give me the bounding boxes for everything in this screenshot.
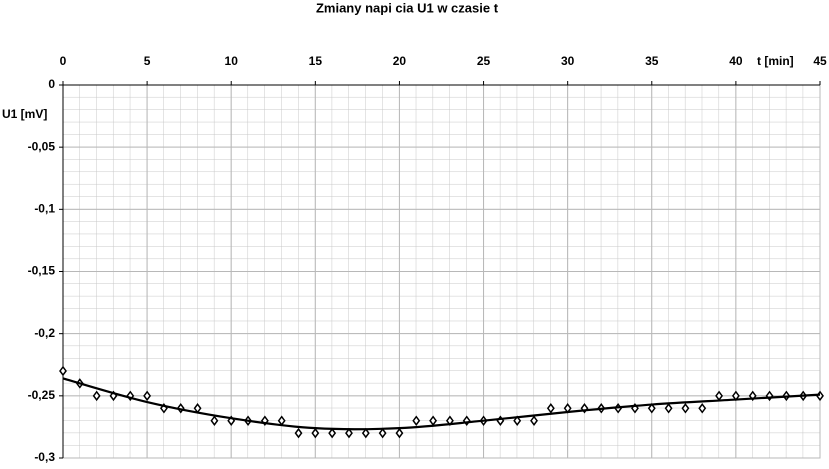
data-point (698, 403, 707, 414)
x-tick-label: 25 (477, 54, 491, 68)
y-tick-label: -0,1 (34, 202, 55, 216)
data-point (546, 403, 555, 414)
data-point (530, 415, 538, 426)
chart-title: Zmiany napi cia U1 w czasie t (316, 0, 499, 15)
x-tick-label: 10 (225, 54, 239, 68)
y-tick-label: -0,25 (28, 388, 56, 402)
x-tick-label: 15 (309, 54, 323, 68)
y-tick-label: -0,15 (28, 264, 56, 278)
x-tick-label: 35 (645, 54, 659, 68)
data-point (378, 427, 387, 439)
x-tick-label: 30 (561, 54, 575, 68)
data-point (210, 415, 219, 426)
data-point (513, 415, 522, 426)
data-point (92, 390, 101, 402)
data-point (361, 427, 370, 439)
data-point (412, 415, 421, 426)
data-point (328, 427, 337, 439)
y-tick-label: -0,05 (28, 139, 56, 153)
data-point (311, 427, 320, 439)
data-point (294, 427, 303, 439)
x-tick-label: 20 (393, 54, 407, 68)
x-tick-label: 5 (144, 54, 151, 68)
data-point (580, 403, 589, 414)
data-point (395, 427, 404, 439)
x-axis-label: t [min] (757, 54, 794, 68)
y-tick-label: 0 (48, 77, 55, 91)
y-tick-label: -0,3 (34, 450, 55, 464)
data-point (59, 365, 67, 377)
x-tick-label: 45 (813, 54, 827, 68)
data-point (664, 403, 673, 414)
y-tick-label: -0,2 (34, 326, 55, 340)
data-point (647, 403, 656, 414)
data-point (345, 427, 353, 439)
x-tick-label: 0 (60, 54, 67, 68)
data-point (143, 390, 152, 402)
trend-line (62, 377, 821, 431)
data-point (681, 403, 690, 414)
y-axis-label: U1 [mV] (2, 107, 47, 121)
x-tick-label: 40 (729, 54, 743, 68)
